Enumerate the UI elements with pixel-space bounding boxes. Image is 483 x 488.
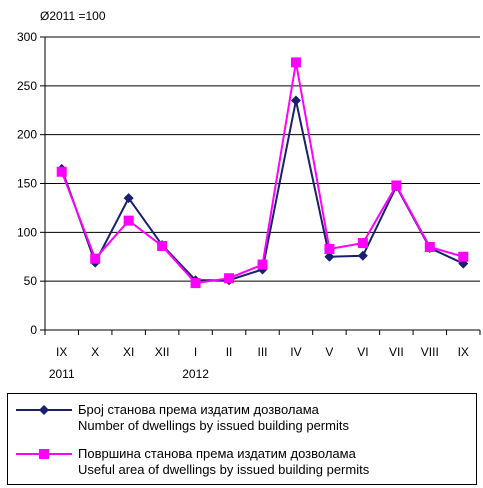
- data-point-square: [190, 278, 201, 289]
- series-dwellings: [56, 95, 469, 286]
- y-tick-label: 300: [17, 30, 37, 44]
- x-tick-label: II: [226, 345, 233, 359]
- legend-swatch-dwellings: [16, 405, 72, 415]
- series-area: [56, 57, 469, 289]
- unit-note: Ø2011 =100: [40, 9, 106, 23]
- y-tick-label: 0: [30, 323, 37, 337]
- series-group: [56, 57, 469, 289]
- y-tick-label: 50: [24, 274, 38, 288]
- y-tick-label: 200: [17, 128, 37, 142]
- x-tick-label: III: [257, 345, 267, 359]
- legend-swatch-area: [16, 449, 72, 459]
- data-point-square: [257, 259, 268, 270]
- grid-lines: [45, 36, 480, 282]
- y-tick-label: 150: [17, 177, 37, 191]
- x-tick-label: IX: [56, 345, 67, 359]
- data-point-square: [324, 243, 335, 254]
- legend-label-area: Површина станова према издатим дозволама…: [78, 446, 369, 478]
- data-point-square: [123, 215, 134, 226]
- data-point-square: [357, 238, 368, 249]
- data-point-square: [224, 273, 235, 284]
- legend-label-sr: Број станова према издатим дозволама: [78, 402, 319, 417]
- data-point-square: [424, 241, 435, 252]
- x-year-label: 2012: [182, 367, 209, 381]
- legend-label-sr: Површина станова према издатим дозволама: [78, 446, 356, 461]
- x-tick-label: XII: [155, 345, 170, 359]
- x-tick-label: X: [91, 345, 99, 359]
- x-tick-label: VIII: [421, 345, 439, 359]
- data-point-diamond: [290, 95, 301, 106]
- x-tick-label: IX: [458, 345, 469, 359]
- data-point-square: [90, 253, 101, 264]
- data-point-square: [290, 57, 301, 68]
- data-point-square: [157, 241, 168, 252]
- legend-label-en: Number of dwellings by issued building p…: [78, 418, 349, 433]
- data-point-square: [391, 180, 402, 191]
- x-tick-label: XI: [123, 345, 134, 359]
- series-line: [60, 62, 464, 285]
- y-tick-labels: 0 50 100 150 200 250 300: [17, 30, 37, 337]
- data-point-diamond: [357, 250, 368, 261]
- x-tick-label: IV: [290, 345, 301, 359]
- data-point-diamond: [123, 193, 134, 204]
- legend-label-dwellings: Број станова према издатим дозволама Num…: [78, 402, 349, 434]
- legend-label-en: Useful area of dwellings by issued build…: [78, 462, 370, 477]
- x-tick-label: VI: [357, 345, 368, 359]
- x-tick-label: V: [325, 345, 333, 359]
- y-tick-label: 100: [17, 225, 37, 239]
- x-year-label: 2011: [49, 367, 75, 381]
- data-point-diamond: [324, 251, 335, 262]
- y-tick-label: 250: [17, 79, 37, 93]
- legend: Број станова према издатим дозволама Num…: [7, 393, 477, 485]
- series-line: [60, 100, 464, 282]
- axes: [40, 36, 481, 335]
- x-tick-label: VII: [389, 345, 404, 359]
- data-point-square: [458, 251, 469, 262]
- x-tick-label: I: [194, 345, 197, 359]
- data-point-square: [56, 166, 67, 177]
